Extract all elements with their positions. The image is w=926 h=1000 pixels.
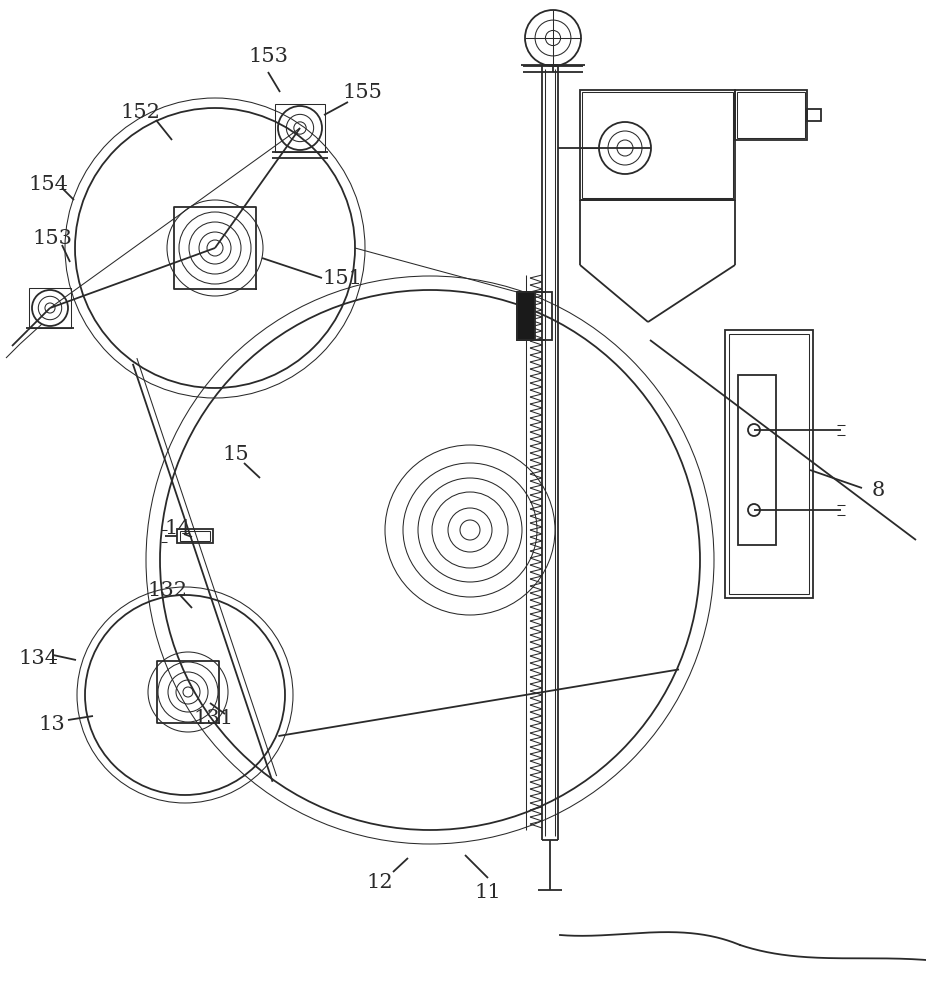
Text: 153: 153 [248,47,288,66]
Text: 134: 134 [18,648,58,668]
Text: 13: 13 [39,716,66,734]
Text: 132: 132 [147,580,187,599]
Bar [275,104,325,152]
Text: 8: 8 [871,481,884,499]
Bar [177,529,213,543]
Bar [737,92,805,138]
Text: 15: 15 [222,446,249,464]
Bar [180,531,210,541]
Text: 131: 131 [194,708,234,728]
Bar [29,288,71,328]
Text: 11: 11 [475,882,501,902]
Text: 154: 154 [28,176,68,194]
Bar [517,292,535,340]
Bar [807,109,821,121]
Bar [735,90,807,140]
Bar [582,92,733,198]
Text: 14: 14 [165,518,192,538]
Text: 152: 152 [120,104,160,122]
Bar [729,334,809,594]
Text: 155: 155 [342,84,382,103]
Text: 151: 151 [322,268,362,288]
Bar [725,330,813,598]
Text: 12: 12 [367,874,394,892]
Text: 153: 153 [32,229,72,247]
Bar [517,292,552,340]
Bar [580,90,735,200]
Bar [738,375,776,545]
